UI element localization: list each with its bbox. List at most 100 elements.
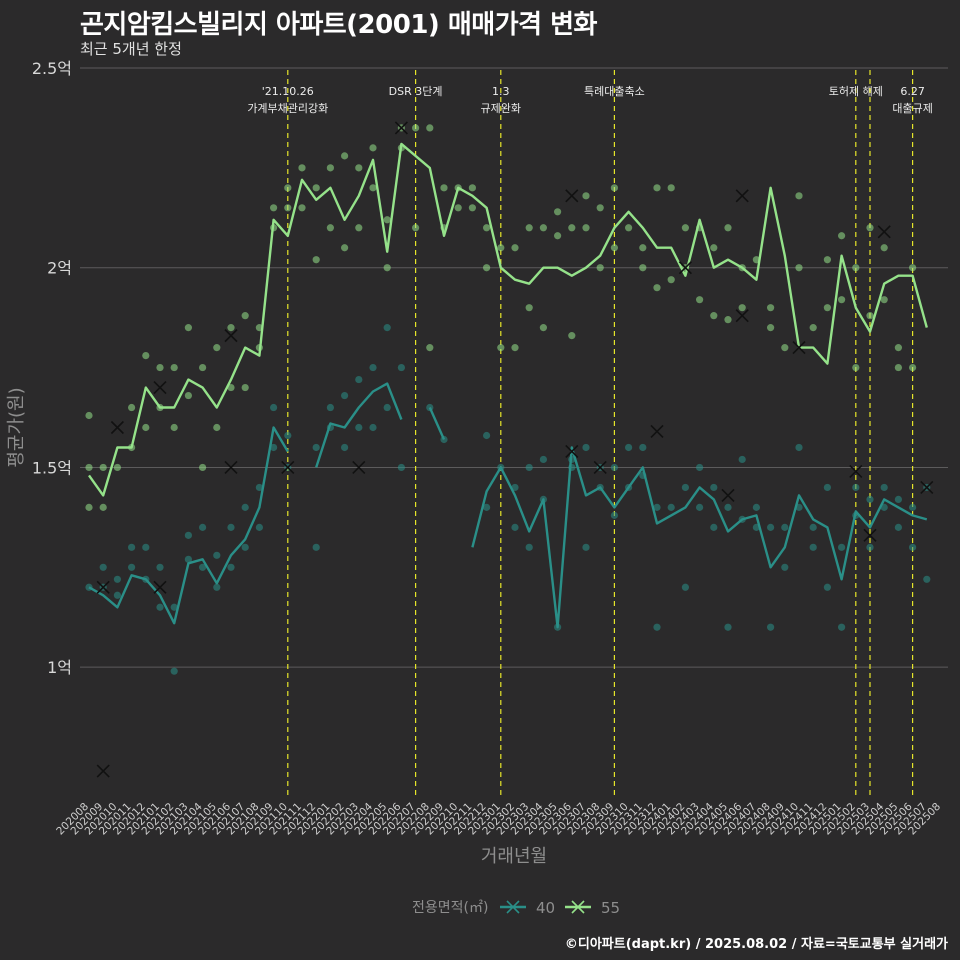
data-point-55 (483, 264, 491, 272)
cross-marker-40 (593, 460, 607, 475)
chart-subtitle: 최근 5개년 한정 (80, 40, 182, 58)
data-point-40 (639, 443, 647, 452)
data-point-55 (170, 363, 178, 372)
data-point-40 (270, 403, 278, 412)
data-point-55 (767, 324, 775, 332)
data-point-40 (653, 503, 661, 511)
data-point-40 (255, 483, 263, 492)
data-point-40 (241, 543, 249, 551)
data-point-40 (738, 455, 746, 464)
data-point-40 (213, 583, 221, 591)
data-point-40 (823, 483, 832, 492)
data-point-40 (511, 523, 519, 531)
y-tick-label: 2.5억 (32, 59, 72, 78)
data-point-40 (838, 623, 846, 631)
data-point-55 (880, 244, 888, 252)
data-point-55 (639, 244, 647, 252)
data-point-40 (156, 563, 164, 571)
data-point-55 (852, 363, 860, 372)
data-point-40 (341, 443, 349, 452)
legend-label-55: 55 (601, 899, 620, 917)
data-point-55 (383, 216, 391, 224)
data-point-40 (312, 543, 320, 551)
data-point-55 (199, 363, 207, 372)
data-point-55 (653, 284, 661, 292)
data-point-40 (284, 431, 292, 440)
cross-marker-40 (281, 460, 295, 475)
data-point-40 (113, 575, 121, 583)
data-point-40 (128, 563, 136, 571)
cross-marker-55 (110, 420, 124, 435)
data-point-40 (823, 583, 832, 591)
data-point-55 (128, 403, 136, 412)
data-point-55 (525, 304, 533, 312)
data-point-55 (142, 351, 150, 360)
data-point-55 (582, 192, 590, 200)
cross-marker-55 (394, 121, 408, 135)
data-point-40 (909, 543, 917, 551)
data-point-40 (184, 531, 192, 539)
data-point-40 (156, 603, 164, 611)
data-point-55 (568, 332, 576, 340)
legend-title: 전용면적(㎡) (412, 900, 488, 916)
data-point-40 (199, 563, 207, 571)
event-label: DSR 3단계 (389, 85, 443, 98)
legend-key-cross-40 (506, 900, 520, 914)
data-point-55 (823, 256, 832, 264)
data-point-55 (554, 232, 562, 240)
data-point-55 (639, 264, 647, 272)
data-point-55 (767, 304, 775, 312)
data-point-55 (284, 184, 292, 192)
data-point-55 (696, 296, 704, 304)
data-point-55 (554, 208, 562, 216)
data-point-40 (653, 623, 661, 631)
data-point-55 (610, 244, 619, 252)
data-point-55 (525, 224, 533, 232)
data-point-55 (213, 344, 221, 352)
data-point-40 (525, 463, 533, 472)
data-point-40 (355, 423, 363, 432)
data-point-40 (767, 523, 775, 531)
cross-marker-40 (352, 460, 366, 475)
data-point-40 (696, 503, 704, 511)
data-point-40 (809, 543, 817, 551)
x-axis-title: 거래년월 (481, 846, 547, 867)
cross-marker-55 (224, 329, 238, 343)
data-point-55 (241, 312, 249, 320)
data-point-40 (397, 363, 405, 372)
cross-marker-55 (735, 309, 749, 323)
cross-marker-55 (678, 261, 692, 275)
data-point-55 (326, 224, 334, 232)
data-point-55 (511, 344, 519, 352)
data-point-55 (312, 256, 320, 264)
data-point-40 (170, 667, 178, 675)
data-point-55 (412, 124, 420, 132)
data-point-55 (383, 264, 391, 272)
data-point-40 (909, 503, 917, 511)
cross-marker-40 (153, 580, 167, 594)
data-point-55 (369, 144, 377, 152)
data-point-40 (369, 363, 377, 372)
data-point-55 (710, 312, 718, 320)
series-line-40 (88, 382, 928, 629)
data-point-55 (341, 244, 349, 252)
data-point-55 (852, 264, 860, 272)
data-point-40 (838, 543, 846, 551)
data-point-55 (426, 124, 434, 132)
data-point-55 (667, 184, 675, 192)
data-point-55 (298, 164, 306, 172)
data-point-55 (454, 204, 462, 212)
data-point-40 (383, 403, 391, 412)
data-point-40 (270, 443, 278, 452)
cross-marker-55 (792, 341, 806, 355)
data-point-40 (170, 603, 178, 611)
data-point-55 (724, 316, 732, 324)
data-point-40 (326, 403, 334, 412)
data-point-40 (923, 575, 931, 583)
data-point-55 (880, 296, 888, 304)
data-point-40 (355, 375, 363, 384)
data-point-40 (213, 551, 221, 559)
cross-marker-40 (849, 464, 863, 479)
